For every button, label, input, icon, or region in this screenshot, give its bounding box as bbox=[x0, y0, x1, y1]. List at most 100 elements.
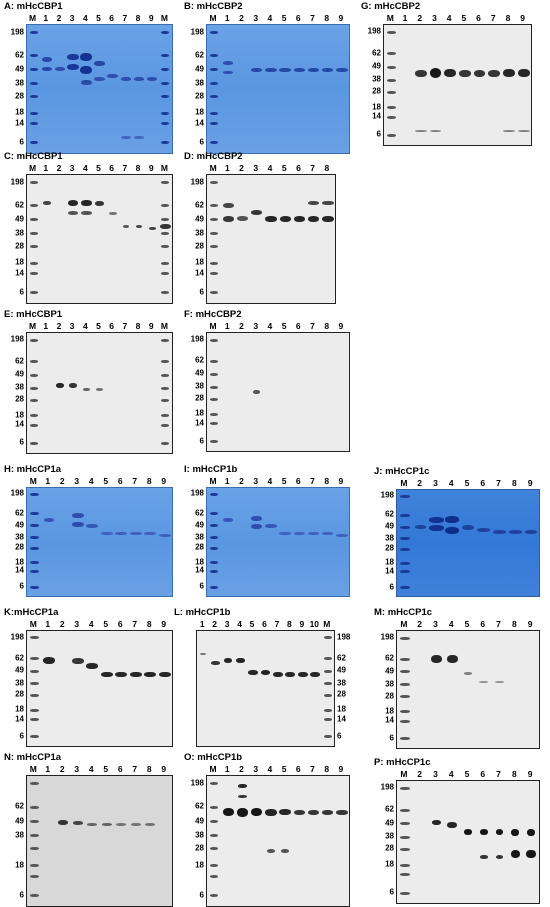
protein-band bbox=[71, 657, 84, 664]
lane-label: 5 bbox=[281, 163, 287, 173]
lane-label: 3 bbox=[69, 321, 75, 331]
lane-label: 8 bbox=[146, 619, 152, 629]
protein-band bbox=[322, 809, 334, 815]
protein-band bbox=[42, 201, 51, 206]
protein-band bbox=[148, 227, 156, 231]
lane-label: 2 bbox=[417, 769, 423, 779]
mw-label: 6 bbox=[199, 890, 204, 900]
marker-band bbox=[400, 537, 410, 541]
marker-band bbox=[29, 805, 39, 809]
marker-band bbox=[161, 245, 170, 249]
protein-band bbox=[236, 807, 249, 817]
protein-band bbox=[461, 524, 475, 530]
lane-label: 8 bbox=[324, 476, 330, 486]
lane-label: 9 bbox=[148, 13, 154, 23]
lane-label: M bbox=[209, 13, 217, 23]
protein-band bbox=[293, 67, 305, 72]
marker-band bbox=[161, 423, 170, 427]
marker-band bbox=[29, 181, 38, 185]
lane-label: 9 bbox=[520, 13, 526, 23]
lane-label: 9 bbox=[338, 13, 344, 23]
lane-label: 1 bbox=[402, 13, 408, 23]
marker-band bbox=[29, 291, 38, 295]
marker-band bbox=[209, 492, 219, 496]
protein-band bbox=[414, 129, 427, 132]
marker-band bbox=[161, 414, 170, 418]
panel-p-title: P: mHcCP1c bbox=[374, 757, 431, 768]
mw-label: 28 bbox=[385, 691, 394, 701]
marker-band bbox=[209, 440, 219, 444]
mw-label: 49 bbox=[15, 369, 24, 379]
protein-band bbox=[517, 129, 530, 132]
lane-label: 1 bbox=[199, 619, 205, 629]
marker-band bbox=[400, 847, 410, 851]
mw-label: 28 bbox=[195, 393, 204, 403]
marker-band bbox=[400, 586, 410, 590]
lane-label: 3 bbox=[432, 13, 437, 23]
panel-f-mw-labels: 198 62 49 38 28 18 14 6 bbox=[186, 332, 204, 450]
marker-band bbox=[161, 360, 170, 364]
protein-band bbox=[429, 525, 444, 532]
mw-label: 38 bbox=[195, 532, 204, 542]
protein-band bbox=[414, 69, 427, 77]
marker-band bbox=[29, 820, 39, 823]
mw-label: 38 bbox=[195, 228, 204, 238]
lane-label: 2 bbox=[417, 619, 423, 629]
protein-band bbox=[517, 69, 530, 77]
lane-label: M bbox=[160, 163, 168, 173]
protein-band bbox=[94, 60, 105, 66]
lane-label: 8 bbox=[324, 163, 330, 173]
mw-label: 198 bbox=[10, 488, 24, 498]
marker-band bbox=[29, 68, 38, 72]
marker-band bbox=[29, 245, 38, 249]
protein-band bbox=[279, 215, 291, 222]
lane-label: 4 bbox=[267, 163, 273, 173]
protein-band bbox=[251, 515, 263, 521]
marker-band bbox=[324, 735, 332, 739]
protein-band bbox=[251, 209, 263, 215]
lane-label: 3 bbox=[224, 619, 230, 629]
lane-label: 7 bbox=[122, 321, 128, 331]
lane-label: 5 bbox=[281, 13, 287, 23]
marker-band bbox=[29, 874, 39, 878]
protein-band bbox=[222, 808, 234, 817]
marker-band bbox=[400, 547, 410, 551]
lane-label: 4 bbox=[88, 476, 94, 486]
lane-label: 1 bbox=[43, 13, 49, 23]
mw-label: 62 bbox=[195, 801, 204, 811]
panel-g-gel bbox=[383, 24, 532, 146]
marker-band bbox=[161, 141, 170, 145]
protein-band bbox=[133, 136, 145, 140]
panel-d-gel bbox=[206, 174, 336, 304]
mw-label: 14 bbox=[372, 111, 381, 121]
lane-label: 8 bbox=[135, 13, 141, 23]
mw-label: 198 bbox=[190, 778, 204, 788]
marker-band bbox=[161, 95, 170, 99]
panel-i-mw-labels: 198 62 49 38 28 18 14 6 bbox=[186, 487, 204, 595]
mw-label: 6 bbox=[389, 887, 394, 897]
lane-label: 5 bbox=[464, 769, 470, 779]
mw-label: 38 bbox=[337, 678, 346, 688]
protein-band bbox=[322, 67, 334, 72]
panel-n-gel bbox=[26, 775, 173, 907]
protein-band bbox=[69, 383, 78, 389]
lane-label: M bbox=[209, 764, 217, 774]
mw-label: 198 bbox=[380, 632, 394, 642]
marker-band bbox=[386, 78, 396, 82]
protein-band bbox=[122, 224, 130, 228]
protein-band bbox=[42, 657, 55, 665]
protein-band bbox=[146, 76, 158, 81]
protein-band bbox=[71, 522, 84, 528]
marker-band bbox=[29, 718, 39, 722]
marker-band bbox=[161, 204, 170, 208]
protein-band bbox=[260, 669, 271, 675]
mw-label: 62 bbox=[195, 508, 204, 518]
lane-label: 2 bbox=[59, 764, 65, 774]
mw-label: 38 bbox=[15, 78, 24, 88]
protein-band bbox=[144, 672, 157, 678]
protein-band bbox=[115, 672, 128, 678]
lane-label: 6 bbox=[480, 769, 486, 779]
